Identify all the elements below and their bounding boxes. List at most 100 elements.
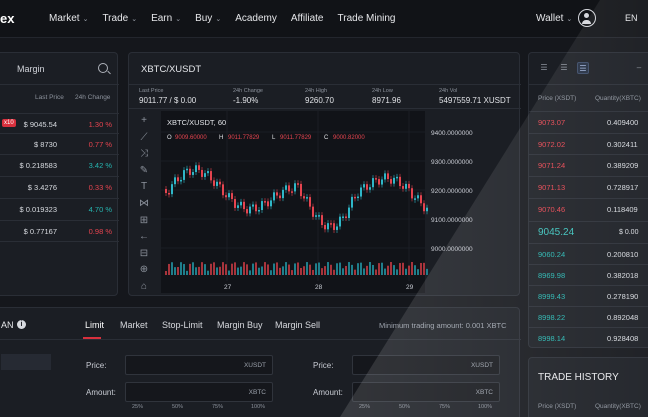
volume-bar <box>396 269 398 275</box>
stat-24h-change: 24h Change -1.90% <box>233 88 263 105</box>
market-row[interactable]: $ 0.77167 0.98 % <box>0 220 119 240</box>
bid-qty: 0.200810 <box>607 250 639 259</box>
sell-pct-75[interactable]: 75% <box>439 404 451 410</box>
ask-row[interactable]: 9072.02 0.302411 <box>529 133 648 153</box>
buy-pct-100[interactable]: 100% <box>251 404 266 410</box>
book-view-toggle: ☰ ☰ ☰ – <box>529 53 648 85</box>
arrow-left-icon[interactable]: ← <box>139 231 149 243</box>
book-both-icon[interactable]: ☰ <box>540 63 548 72</box>
lock-icon[interactable]: ⊟ <box>139 247 149 259</box>
buy-amount-input[interactable]: XBTC <box>125 382 273 402</box>
pencil-icon[interactable]: ✎ <box>139 164 149 176</box>
market-row[interactable]: x10 $ 9045.54 1.30 % <box>0 113 119 133</box>
volume-bar <box>201 262 203 275</box>
market-filter-label: Margin <box>17 64 45 74</box>
ask-qty: 0.728917 <box>607 183 639 192</box>
measure-icon[interactable]: ⊞ <box>139 214 149 226</box>
drawing-toolbar: + ⟋ ⤨ ✎ T ⋈ ⊞ ← ⊟ ⊕ ⌂ <box>134 113 154 296</box>
bid-row[interactable]: 9060.24 0.200810 <box>529 243 648 263</box>
nav-earn[interactable]: Earn ⌄ <box>151 13 181 24</box>
market-row[interactable]: $ 0.019323 4.70 % <box>0 198 119 218</box>
nav-market[interactable]: Market ⌄ <box>49 13 88 24</box>
buy-price-label: Price: <box>86 361 107 370</box>
ask-price: 9071.13 <box>538 183 566 192</box>
order-book-panel: ☰ ☰ ☰ – Price (XSDT) Quantity(XBTC) 9073… <box>528 52 648 348</box>
pattern-icon[interactable]: ⋈ <box>139 197 149 209</box>
book-asks-icon[interactable]: ☰ <box>560 63 568 72</box>
volume-bar <box>240 266 242 275</box>
nav-buy[interactable]: Buy ⌄ <box>195 13 221 24</box>
text-icon[interactable]: T <box>140 181 148 193</box>
chart-panel: XBTC/XUSDT Last Price 9011.77 / $ 0.00 24… <box>128 52 521 296</box>
wallet-menu[interactable]: Wallet ⌄ <box>536 13 572 24</box>
candle-body <box>309 197 311 207</box>
ask-price: 9073.07 <box>538 118 566 127</box>
ask-row[interactable]: 9070.46 0.118409 <box>529 198 648 218</box>
ask-qty: 0.302411 <box>607 140 638 149</box>
market-row[interactable]: $ 0.218583 3.42 % <box>0 154 119 174</box>
y-tick: 9400.0000000 <box>431 130 473 137</box>
volume-bar <box>357 263 359 275</box>
zoom-icon[interactable]: ⊕ <box>139 264 149 276</box>
volume-bar <box>351 264 353 275</box>
ask-row[interactable]: 9073.07 0.409400 <box>529 111 648 131</box>
bid-row[interactable]: 8998.22 0.892048 <box>529 306 648 326</box>
bid-row[interactable]: 8999.43 0.278190 <box>529 285 648 305</box>
volume-bar <box>255 262 257 275</box>
market-row[interactable]: $ 3.4276 0.33 % <box>0 176 119 196</box>
volume-bar <box>303 266 305 275</box>
buy-pct-75[interactable]: 75% <box>212 404 224 410</box>
search-icon[interactable] <box>98 63 108 73</box>
candle-body <box>336 226 338 230</box>
logo[interactable]: ex <box>0 11 15 26</box>
volume-bar <box>171 262 173 275</box>
trend-line-icon[interactable]: ⟋ <box>140 131 148 143</box>
ask-row[interactable]: 9071.13 0.728917 <box>529 176 648 196</box>
volume-bar <box>210 263 212 275</box>
language-selector[interactable]: EN <box>625 13 638 23</box>
sell-pct-100[interactable]: 100% <box>478 404 493 410</box>
volume-bar <box>180 262 182 275</box>
sell-price-input[interactable]: XUSDT <box>352 355 500 375</box>
brush-icon[interactable]: ⤨ <box>140 148 148 160</box>
candle-body <box>237 205 239 208</box>
book-bids-icon[interactable]: ☰ <box>577 62 589 74</box>
ask-row[interactable]: 9071.24 0.389209 <box>529 154 648 174</box>
tab-stop-limit[interactable]: Stop-Limit <box>162 320 203 330</box>
nav-trade[interactable]: Trade ⌄ <box>102 13 137 24</box>
buy-pct-50[interactable]: 50% <box>172 404 184 410</box>
nav-affiliate[interactable]: Affiliate <box>290 13 324 24</box>
y-tick: 9300.0000000 <box>431 159 473 166</box>
info-icon[interactable]: i <box>17 320 26 329</box>
nav-academy[interactable]: Academy <box>235 13 277 24</box>
volume-bar <box>348 262 350 275</box>
candlestick-chart[interactable]: XBTC/XUSDT, 60 O 9009.60000 H 9011.77829… <box>161 111 517 293</box>
volume-bar <box>312 269 314 275</box>
ask-qty: 0.118409 <box>607 205 638 214</box>
buy-price-input[interactable]: XUSDT <box>125 355 273 375</box>
candle-body <box>231 193 233 200</box>
sell-pct-50[interactable]: 50% <box>399 404 411 410</box>
crosshair-icon[interactable]: + <box>141 115 147 126</box>
market-search-bar[interactable]: Margin <box>0 53 119 85</box>
home-icon[interactable]: ⌂ <box>140 280 148 292</box>
sell-amount-input[interactable]: XBTC <box>352 382 500 402</box>
tab-market[interactable]: Market <box>120 320 148 330</box>
buy-pct-25[interactable]: 25% <box>132 404 144 410</box>
nav-trade-mining[interactable]: Trade Mining <box>337 13 396 24</box>
sell-pct-25[interactable]: 25% <box>359 404 371 410</box>
bid-row[interactable]: 8998.14 0.928408 <box>529 327 648 347</box>
user-avatar-icon[interactable] <box>578 9 596 27</box>
market-row[interactable]: $ 8730 0.77 % <box>0 133 119 153</box>
tab-margin-sell[interactable]: Margin Sell <box>275 320 321 330</box>
candle-body <box>171 184 173 195</box>
volume-bar <box>387 265 389 275</box>
bid-row[interactable]: 8969.98 0.382018 <box>529 264 648 284</box>
book-precision-icon[interactable]: – <box>636 63 642 72</box>
candle-body <box>366 184 368 190</box>
tab-margin-buy[interactable]: Margin Buy <box>217 320 263 330</box>
tab-limit[interactable]: Limit <box>85 320 105 330</box>
col-last-price: Last Price <box>35 94 64 101</box>
bid-price: 8998.14 <box>538 334 566 343</box>
legend-h-value: 9011.77829 <box>228 135 260 141</box>
